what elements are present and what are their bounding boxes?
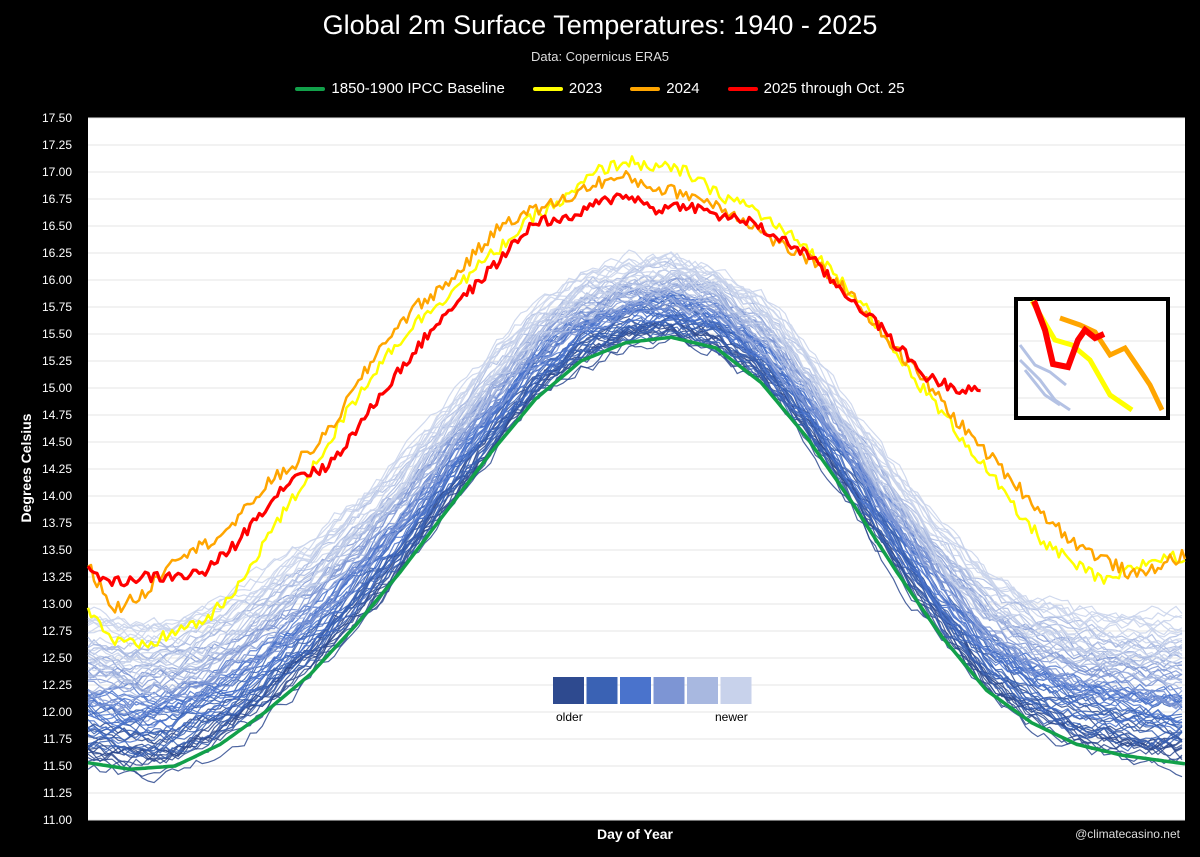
legend: 1850-1900 IPCC Baseline 2023 2024 2025 t…: [0, 80, 1200, 97]
chart-title: Global 2m Surface Temperatures: 1940 - 2…: [322, 10, 878, 40]
historical-year-line: [87, 278, 1183, 695]
historical-year-line: [87, 288, 1183, 709]
y-tick-label: 12.50: [42, 651, 72, 665]
y-tick-label: 13.50: [42, 543, 72, 557]
y-tick-label: 16.50: [42, 219, 72, 233]
y-tick-label: 14.50: [42, 435, 72, 449]
y-tick-label: 15.25: [42, 354, 72, 368]
y-tick-label: 14.25: [42, 462, 72, 476]
inset-2024-line: [1059, 315, 1165, 412]
legend-label: 2023: [568, 80, 603, 97]
historical-year-line: [87, 284, 1183, 665]
historical-year-line: [87, 282, 1183, 685]
zoom-inset: [1014, 297, 1170, 420]
historical-year-line: [87, 291, 1183, 697]
y-tick-label: 11.25: [43, 786, 72, 800]
historical-year-line: [87, 318, 1183, 741]
legend-label: 2024: [666, 80, 700, 97]
scale-label-newer: newer: [715, 710, 748, 724]
historical-year-line: [87, 252, 1183, 633]
inset-historical-line: [1023, 369, 1061, 407]
historical-year-line: [87, 299, 1183, 712]
y-tick-label: 15.75: [42, 300, 72, 314]
series-line-2024: [87, 170, 1187, 614]
scale-label-older: older: [556, 710, 583, 724]
legend-label: 1850-1900 IPCC Baseline: [331, 80, 505, 97]
historical-year-line: [87, 320, 1183, 758]
inset-historical-line: [1018, 344, 1067, 387]
y-tick-label: 11.75: [43, 732, 72, 746]
y-tick-label: 11.50: [43, 759, 72, 773]
color-scale-key: older newer: [553, 677, 752, 724]
historical-year-line: [87, 315, 1183, 758]
legend-label: 2025 through Oct. 25: [763, 80, 905, 97]
y-tick-label: 11.00: [43, 813, 72, 827]
color-scale-swatch: [586, 677, 618, 704]
historical-year-line: [87, 325, 1183, 767]
legend-item-baseline: 1850-1900 IPCC Baseline: [295, 80, 505, 97]
legend-item-2023: 2023: [532, 80, 603, 97]
x-axis-label: Day of Year: [596, 826, 673, 842]
highlighted-series: [86, 155, 1187, 649]
inset-historical-line: [1018, 358, 1071, 412]
y-tick-label: 14.75: [42, 408, 72, 422]
y-tick-label: 17.25: [42, 138, 72, 152]
color-scale-swatch: [553, 677, 584, 704]
legend-swatch-2023: [532, 86, 563, 91]
y-tick-label: 16.25: [42, 246, 72, 260]
inset-2023-line: [1029, 299, 1134, 413]
y-axis-label: Degrees Celsius: [18, 413, 34, 523]
color-scale-swatch: [620, 677, 651, 704]
y-tick-label: 12.00: [42, 705, 72, 719]
historical-year-line: [87, 301, 1183, 719]
historical-year-line: [87, 251, 1183, 633]
historical-year-line: [87, 312, 1183, 727]
y-tick-label: 13.25: [42, 570, 72, 584]
y-tick-label: 13.00: [42, 597, 72, 611]
historical-year-line: [87, 276, 1183, 672]
legend-swatch-2025: [727, 86, 758, 91]
historical-year-line: [87, 265, 1183, 632]
y-tick-label: 17.00: [42, 165, 72, 179]
y-tick-label: 15.00: [42, 381, 72, 395]
y-tick-label: 16.75: [42, 192, 72, 206]
inset-2025-line: [1031, 299, 1106, 371]
historical-year-line: [87, 312, 1183, 737]
credit: @climatecasino.net: [1075, 827, 1180, 841]
legend-item-2025: 2025 through Oct. 25: [727, 80, 905, 97]
historical-year-lines: [87, 249, 1183, 784]
series-line-2025-through-oct-25: [86, 192, 981, 588]
y-tick-label: 16.00: [42, 273, 72, 287]
y-tick-label: 12.75: [42, 624, 72, 638]
historical-year-line: [87, 333, 1183, 784]
legend-item-2024: 2024: [630, 80, 700, 97]
historical-year-line: [87, 271, 1183, 684]
legend-swatch-2024: [630, 86, 661, 91]
series-line-1850-1900-ipcc-baseline: [87, 335, 1186, 771]
color-scale-swatch: [687, 677, 718, 704]
y-tick-label: 13.75: [42, 516, 72, 530]
baseline-series: [87, 335, 1186, 771]
y-tick-label: 12.25: [42, 678, 72, 692]
y-tick-label: 17.50: [42, 111, 72, 125]
color-scale-swatch: [720, 677, 752, 704]
color-scale-swatch: [653, 677, 685, 704]
y-tick-label: 14.00: [42, 489, 72, 503]
chart-subtitle: Data: Copernicus ERA5: [530, 49, 669, 64]
historical-year-line: [87, 249, 1183, 634]
series-line-2023: [86, 155, 1186, 649]
y-axis-ticks: 17.50 17.25 17.00 16.75 16.50 16.25 16.00 15.75…: [42, 111, 72, 827]
legend-swatch-baseline: [295, 86, 326, 91]
y-tick-label: 15.50: [42, 327, 72, 341]
